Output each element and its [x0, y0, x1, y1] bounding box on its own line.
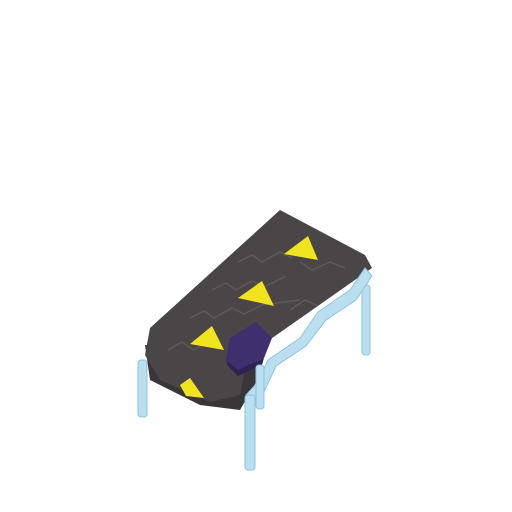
arrow-marker-2 — [238, 281, 274, 306]
back-legs — [361, 284, 371, 356]
back-right-leg — [361, 284, 371, 356]
conveyor-belt — [145, 210, 372, 410]
conveyor-frame — [137, 267, 373, 471]
arrow-marker-4 — [180, 378, 204, 398]
cargo-box — [226, 322, 272, 376]
mid-leg — [255, 364, 265, 410]
front-right-leg — [244, 394, 256, 471]
arrow-marker-1 — [284, 236, 318, 260]
front-left-leg — [137, 359, 148, 418]
arrow-marker-3 — [190, 326, 224, 350]
side-rail — [245, 267, 373, 405]
